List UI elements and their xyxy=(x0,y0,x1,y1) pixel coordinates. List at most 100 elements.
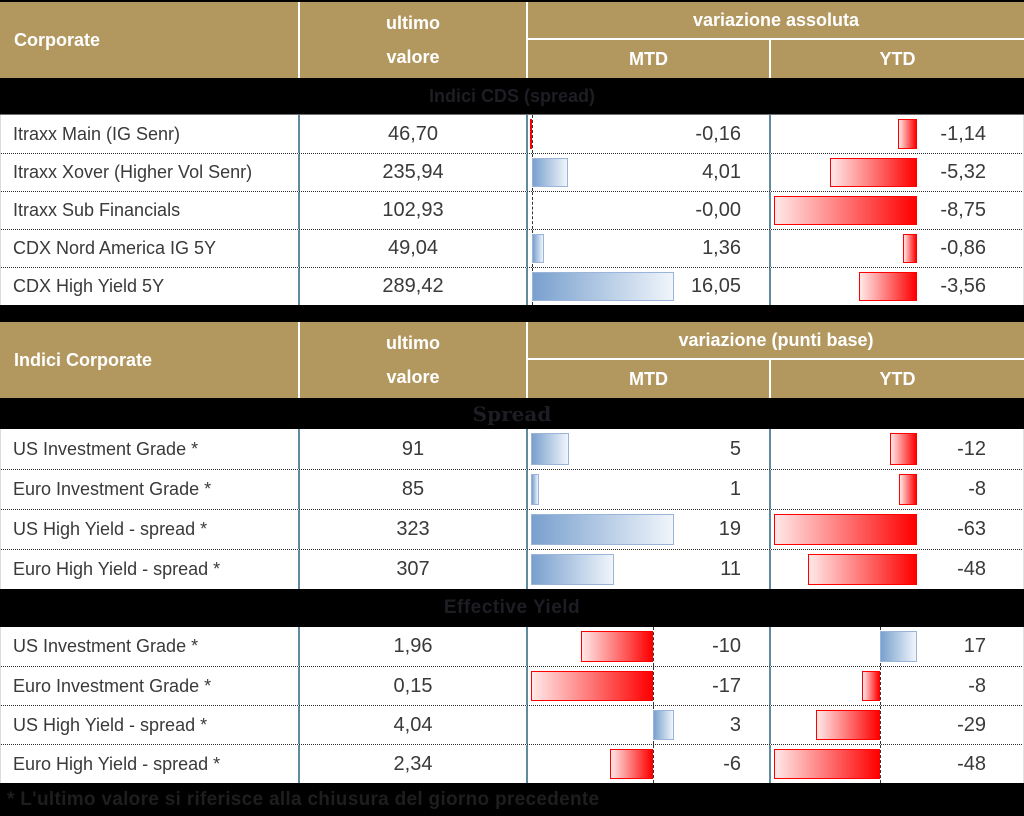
ultimo-valore-cell: 0,15 xyxy=(300,667,528,705)
table-row: CDX Nord America IG 5Y 49,04 1,36 -0,86 xyxy=(0,229,1024,267)
ytd-value: -48 xyxy=(957,752,986,775)
ytd-bar-zone xyxy=(774,474,917,505)
ytd-bar-zone xyxy=(774,433,917,465)
mtd-value: -17 xyxy=(712,674,741,697)
negative-data-bar xyxy=(858,272,917,301)
row-label: Itraxx Sub Financials xyxy=(0,192,300,229)
negative-data-bar xyxy=(815,710,880,740)
mtd-bar-zone xyxy=(531,554,674,585)
mtd-cell: -10 xyxy=(528,627,771,666)
mtd-cell: -17 xyxy=(528,667,771,705)
table-row: Euro High Yield - spread * 307 11 -48 xyxy=(0,549,1024,589)
negative-data-bar xyxy=(774,514,917,545)
negative-data-bar xyxy=(808,554,917,585)
mtd-value: 1,36 xyxy=(702,237,741,259)
negative-data-bar xyxy=(902,234,917,263)
ytd-value: 17 xyxy=(963,635,986,657)
ultimo-valore-cell: 289,42 xyxy=(300,268,528,305)
ytd-cell: -12 xyxy=(771,429,1024,469)
mtd-bar-zone xyxy=(530,115,674,153)
row-label: Itraxx Xover (Higher Vol Senr) xyxy=(0,154,300,191)
ytd-cell: -29 xyxy=(771,706,1024,744)
zero-axis-line xyxy=(879,745,881,783)
mtd-value: 19 xyxy=(718,518,741,540)
table-row: US Investment Grade * 1,96 -10 17 xyxy=(0,627,1024,666)
table2-effective-yield-rows: US Investment Grade * 1,96 -10 17 Euro Inves… xyxy=(0,627,1024,783)
ultimo-valore-cell: 235,94 xyxy=(300,154,528,191)
positive-data-bar xyxy=(531,433,569,465)
zero-axis-line xyxy=(652,745,654,783)
zero-axis-line xyxy=(532,192,534,229)
negative-data-bar xyxy=(898,119,917,149)
ultimo-valore-cell: 307 xyxy=(300,550,528,589)
value-header-line1: ultimo xyxy=(386,13,440,33)
table1-value-column-header: ultimo valore xyxy=(300,2,528,78)
zero-axis-line xyxy=(652,667,654,705)
ytd-cell: -1,14 xyxy=(771,115,1024,153)
row-label: US Investment Grade * xyxy=(0,429,300,469)
ytd-bar-zone xyxy=(774,514,917,545)
table1-mtd-header: MTD xyxy=(528,40,771,78)
mtd-bar-zone xyxy=(531,268,674,305)
table-row: Itraxx Xover (Higher Vol Senr) 235,94 4,01… xyxy=(0,153,1024,191)
mtd-value: 3 xyxy=(729,713,741,736)
table-row: CDX High Yield 5Y 289,42 16,05 -3,56 xyxy=(0,267,1024,305)
table2-ytd-header: YTD xyxy=(879,368,916,389)
positive-data-bar xyxy=(532,234,545,263)
positive-data-bar xyxy=(531,514,674,545)
positive-data-bar xyxy=(531,554,614,585)
section-header-indici-cds: Indici CDS (spread) xyxy=(0,78,1024,115)
ytd-bar-zone xyxy=(774,627,917,666)
ytd-value: -8 xyxy=(968,674,986,697)
ytd-cell: -48 xyxy=(771,550,1024,589)
negative-data-bar xyxy=(530,119,533,149)
row-label: Euro Investment Grade * xyxy=(0,667,300,705)
ultimo-valore-cell: 46,70 xyxy=(300,115,528,153)
ytd-bar-zone xyxy=(774,196,917,225)
row-label: Euro High Yield - spread * xyxy=(0,550,300,589)
ytd-value: -0,86 xyxy=(940,237,986,259)
ytd-cell: -5,32 xyxy=(771,154,1024,191)
mtd-bar-zone xyxy=(531,474,674,505)
mtd-bar-zone xyxy=(531,627,674,666)
ytd-cell: -63 xyxy=(771,510,1024,549)
table1-header: Corporate ultimo valore variazione assol… xyxy=(0,2,1024,78)
positive-data-bar xyxy=(531,474,539,505)
ultimo-valore-cell: 85 xyxy=(300,470,528,509)
table1-rows: Itraxx Main (IG Senr) 46,70 -0,16 -1,14 Itra… xyxy=(0,115,1024,305)
table-gap xyxy=(0,305,1024,322)
ultimo-valore-cell: 4,04 xyxy=(300,706,528,744)
ytd-value: -5,32 xyxy=(940,161,986,183)
section-header-effective-yield: Effective Yield xyxy=(0,589,1024,627)
table2-title: Indici Corporate xyxy=(0,322,300,398)
mtd-value: 4,01 xyxy=(702,161,741,183)
ultimo-valore-cell: 2,34 xyxy=(300,745,528,783)
zero-axis-line xyxy=(652,627,654,666)
mtd-value: 16,05 xyxy=(690,275,741,297)
mtd-cell: -6 xyxy=(528,745,771,783)
value-header-line2: valore xyxy=(386,47,440,67)
row-label: Euro Investment Grade * xyxy=(0,470,300,509)
value-header-line2: valore xyxy=(386,367,440,387)
mtd-cell: -0,16 xyxy=(528,115,771,153)
value-header-line1: ultimo xyxy=(386,333,440,353)
ytd-bar-zone xyxy=(774,272,917,301)
table2-mtd-header: MTD xyxy=(528,360,771,398)
mtd-cell: 5 xyxy=(528,429,771,469)
table1-title: Corporate xyxy=(0,2,300,78)
ytd-cell: -48 xyxy=(771,745,1024,783)
ytd-bar-zone xyxy=(774,745,917,783)
ytd-bar-zone xyxy=(774,158,917,187)
ytd-bar-zone xyxy=(774,667,917,705)
mtd-bar-zone xyxy=(531,514,674,545)
mtd-value: 1 xyxy=(729,478,741,500)
table-row: US High Yield - spread * 323 19 -63 xyxy=(0,509,1024,549)
mtd-bar-zone xyxy=(531,745,674,783)
row-label: CDX Nord America IG 5Y xyxy=(0,230,300,267)
table-row: Euro High Yield - spread * 2,34 -6 -48 xyxy=(0,744,1024,783)
row-label: US Investment Grade * xyxy=(0,627,300,666)
mtd-bar-zone xyxy=(531,706,674,744)
negative-data-bar xyxy=(862,671,880,701)
negative-data-bar xyxy=(609,749,653,779)
